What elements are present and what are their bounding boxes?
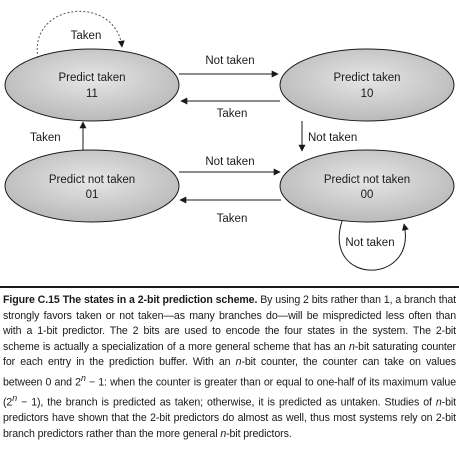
state-10-ellipse <box>279 48 455 122</box>
caption-italic-n-3: n <box>435 396 442 409</box>
state-11-ellipse <box>4 48 180 122</box>
caption-body-2: -bit saturating counter for each entry i… <box>3 340 456 369</box>
caption-body-3: -bit counter, the counter can take on va… <box>3 356 456 389</box>
state-00: Predict not taken 00 <box>279 149 455 223</box>
edge-11-to-10-label: Not taken <box>205 55 254 67</box>
caption-italic-n-4: n <box>220 427 227 440</box>
edge-00-to-01-label: Taken <box>217 213 248 225</box>
state-11-name: Predict taken <box>58 72 125 84</box>
edge-11-self-label: Taken <box>71 30 102 42</box>
caption-title: The states in a 2-bit prediction scheme. <box>62 294 258 306</box>
caption-divider <box>0 286 459 288</box>
caption-figure-label: Figure C.15 <box>3 294 60 306</box>
state-00-name: Predict not taken <box>324 174 410 186</box>
caption-body-1: By using 2 bits rather than 1, a branch … <box>3 294 456 353</box>
edge-00-self-label: Not taken <box>345 237 394 249</box>
edge-00-self-loop <box>338 220 409 271</box>
state-01: Predict not taken 01 <box>4 149 180 223</box>
state-00-ellipse <box>279 149 455 223</box>
figure-caption: Figure C.15 The states in a 2-bit predic… <box>3 293 456 442</box>
caption-body-5: − 1), the branch is predicted as taken; … <box>17 396 436 409</box>
edge-01-to-00-label: Not taken <box>205 156 254 168</box>
state-10-code: 10 <box>361 88 374 100</box>
state-01-name: Predict not taken <box>49 174 135 186</box>
state-01-code: 01 <box>86 189 99 201</box>
state-01-ellipse <box>4 149 180 223</box>
caption-italic-n-2: n <box>235 356 242 369</box>
edge-01-to-11-label: Taken <box>30 132 61 144</box>
caption-body-7: -bit predictors. <box>226 427 292 440</box>
state-10: Predict taken 10 <box>279 48 455 122</box>
caption-body-6: -bit predictors have shown that the 2-bi… <box>3 396 456 440</box>
state-11-code: 11 <box>86 88 98 100</box>
caption-body-4: − 1: when the counter is greater than or… <box>3 376 456 409</box>
caption-italic-n-1: n <box>348 340 355 353</box>
state-10-name: Predict taken <box>333 72 400 84</box>
edge-10-to-11-label: Taken <box>217 108 248 120</box>
caption-sup-n-2-text: n <box>12 393 18 404</box>
caption-sup-n-1: n <box>81 373 86 383</box>
caption-sup-n-2: n <box>12 393 17 403</box>
edge-10-to-00-label: Not taken <box>308 132 357 144</box>
state-11: Predict taken 11 <box>4 48 180 122</box>
state-00-code: 00 <box>361 189 374 201</box>
caption-sup-n-1-text: n <box>80 372 86 383</box>
state-diagram: Predict taken 11 Predict taken 10 Predic… <box>4 10 455 271</box>
